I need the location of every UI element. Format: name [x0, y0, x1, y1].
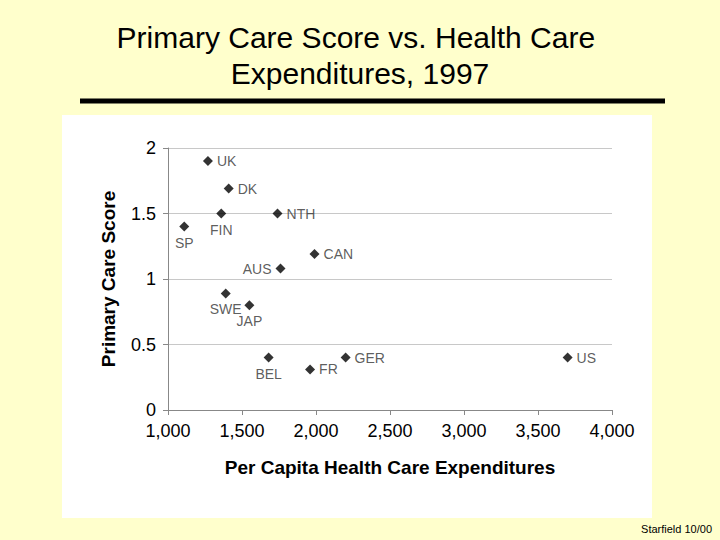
svg-text:Per Capita Health Care Expendi: Per Capita Health Care Expenditures [225, 457, 556, 478]
svg-text:4,000: 4,000 [589, 421, 634, 441]
svg-text:GER: GER [355, 350, 385, 366]
svg-text:Primary Care Score: Primary Care Score [98, 191, 119, 367]
svg-text:Expenditures, 1997: Expenditures, 1997 [231, 57, 490, 90]
svg-text:SP: SP [175, 235, 194, 251]
svg-text:UK: UK [217, 153, 237, 169]
svg-text:1.5: 1.5 [131, 204, 156, 224]
svg-text:0.5: 0.5 [131, 335, 156, 355]
svg-text:0: 0 [146, 400, 156, 420]
svg-text:US: US [577, 350, 596, 366]
svg-text:3,000: 3,000 [441, 421, 486, 441]
svg-text:3,500: 3,500 [515, 421, 560, 441]
svg-text:1,000: 1,000 [145, 421, 190, 441]
svg-text:BEL: BEL [255, 366, 282, 382]
svg-text:2,000: 2,000 [293, 421, 338, 441]
svg-text:2: 2 [146, 138, 156, 158]
svg-text:Primary Care Score vs. Health: Primary Care Score vs. Health Care [117, 21, 604, 54]
svg-text:Starfield 10/00: Starfield 10/00 [641, 523, 712, 535]
svg-text:1: 1 [146, 269, 156, 289]
svg-text:FR: FR [319, 361, 338, 377]
svg-text:NTH: NTH [287, 206, 316, 222]
svg-text:DK: DK [238, 181, 258, 197]
svg-text:1,500: 1,500 [219, 421, 264, 441]
svg-text:SWE: SWE [209, 301, 242, 318]
svg-text:2,500: 2,500 [367, 421, 412, 441]
svg-text:JAP: JAP [237, 313, 263, 329]
svg-text:CAN: CAN [324, 246, 354, 262]
svg-text:AUS: AUS [243, 261, 272, 277]
svg-text:FIN: FIN [210, 222, 233, 238]
